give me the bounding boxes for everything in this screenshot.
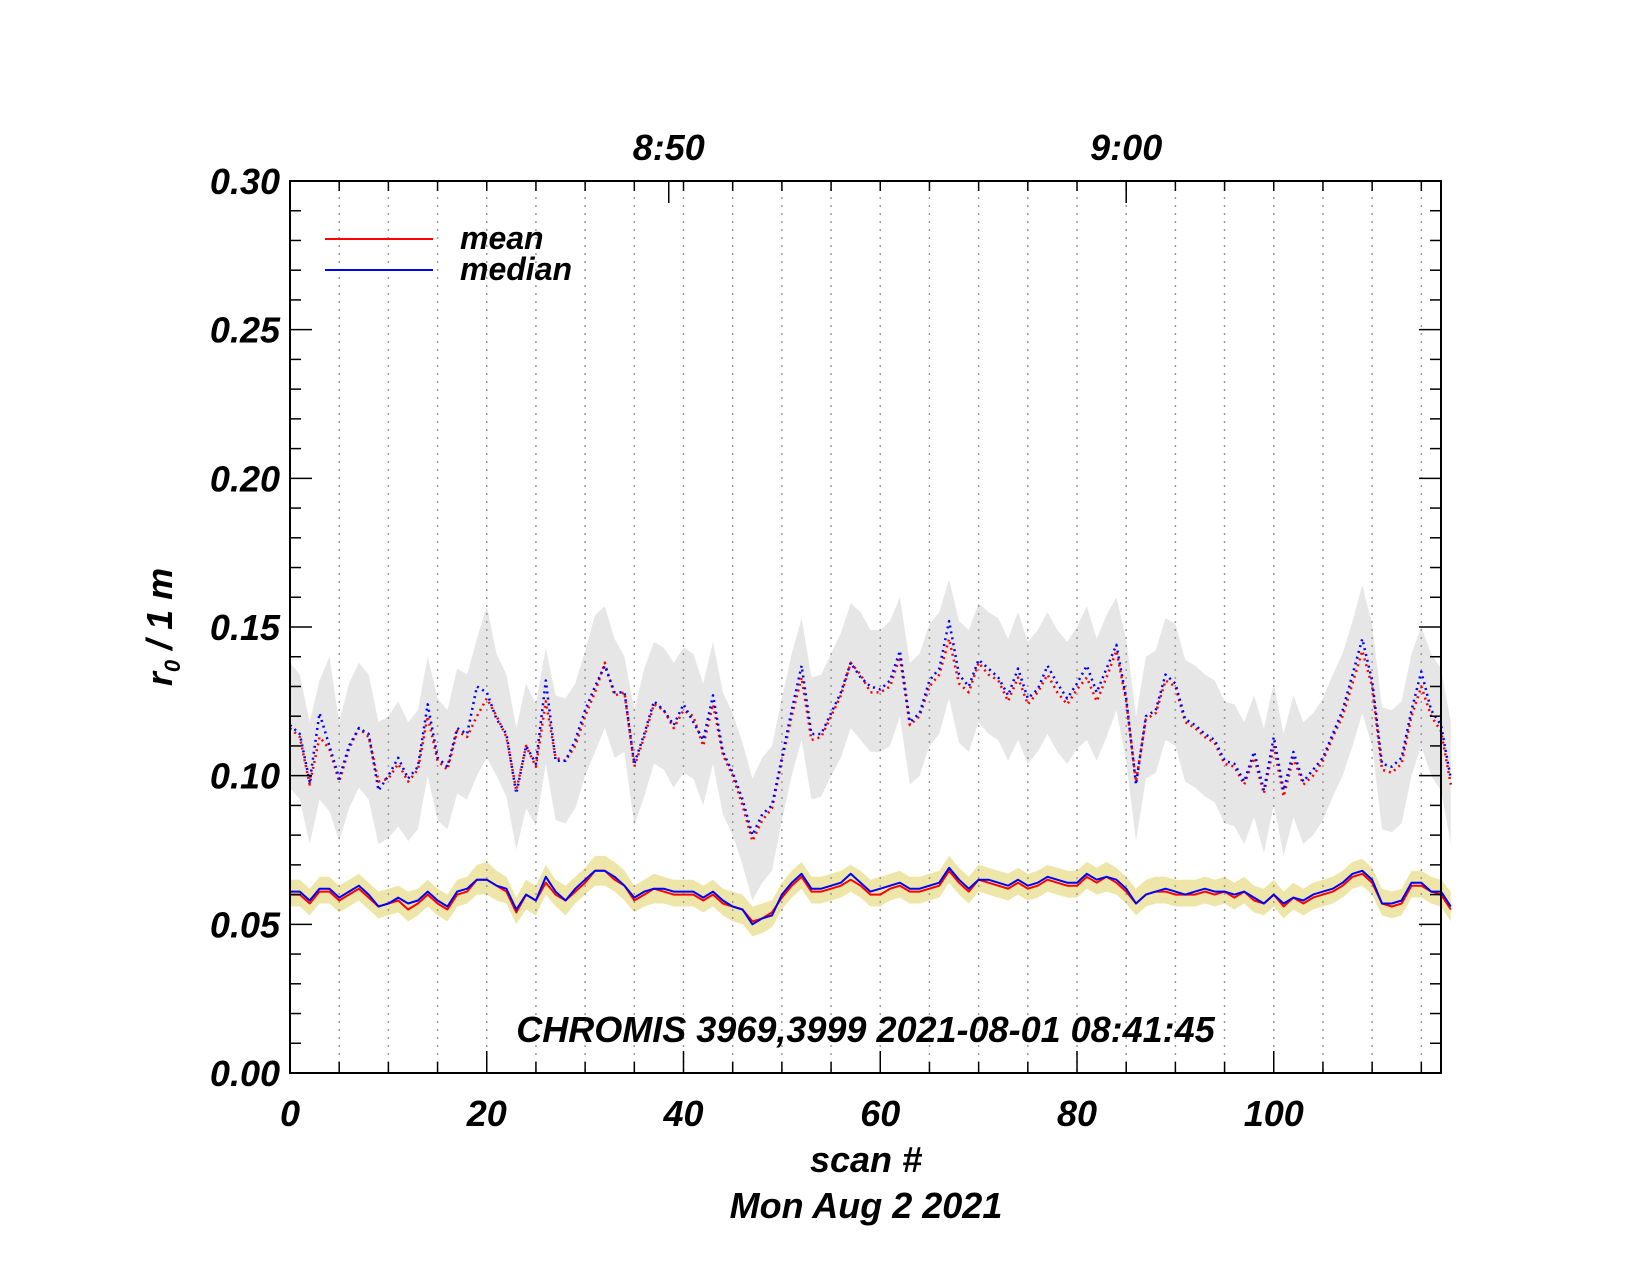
legend-median-label: median [460, 251, 572, 287]
series-line-1 [289, 619, 1453, 837]
y-tick-label: 0.25 [210, 310, 281, 351]
axis-ticks [289, 180, 1441, 1074]
top-tick-label-2: 9:00 [1090, 127, 1162, 168]
x-tick-label: 0 [280, 1093, 300, 1134]
y-tick-label: 0.15 [210, 607, 281, 648]
vertical-grid [338, 181, 1423, 1073]
y-axis-title-main: r [139, 670, 180, 686]
x-tick-label: 60 [860, 1093, 900, 1134]
x-tick-label: 80 [1057, 1093, 1097, 1134]
y-tick-label: 0.00 [210, 1053, 280, 1094]
series-line-0 [289, 637, 1453, 843]
instrument-annotation: CHROMIS 3969,3999 2021-08-01 08:41:45 [516, 1009, 1215, 1050]
y-tick-label: 0.20 [210, 458, 280, 499]
y-tick-label: 0.05 [210, 904, 281, 945]
x-tick-label: 40 [662, 1093, 703, 1134]
spread-bands [290, 579, 1451, 937]
band-lower [290, 855, 1451, 937]
y-axis-title-sub: 0 [160, 659, 185, 672]
legend-mean-label: mean [460, 220, 544, 256]
y-tick-label: 0.10 [210, 756, 280, 797]
axis-labels: 0.00 0.05 0.10 0.15 0.20 0.25 0.30 0 20 40 60 80 100 [210, 161, 1304, 1134]
y-axis-title-rest: / 1 m [139, 568, 180, 660]
x-axis-title: scan # [810, 1139, 922, 1180]
top-tick-label-1: 8:50 [633, 127, 705, 168]
date-subtitle: Mon Aug 2 2021 [730, 1185, 1003, 1226]
y-tick-label: 0.30 [210, 161, 280, 202]
x-tick-label: 100 [1244, 1093, 1304, 1134]
x-tick-label: 20 [466, 1093, 507, 1134]
series-line-3 [290, 866, 1452, 926]
data-lines [289, 619, 1453, 926]
y-axis-title: r0 / 1 m [139, 568, 185, 686]
legend: mean median [325, 220, 572, 287]
band-upper [290, 579, 1451, 901]
